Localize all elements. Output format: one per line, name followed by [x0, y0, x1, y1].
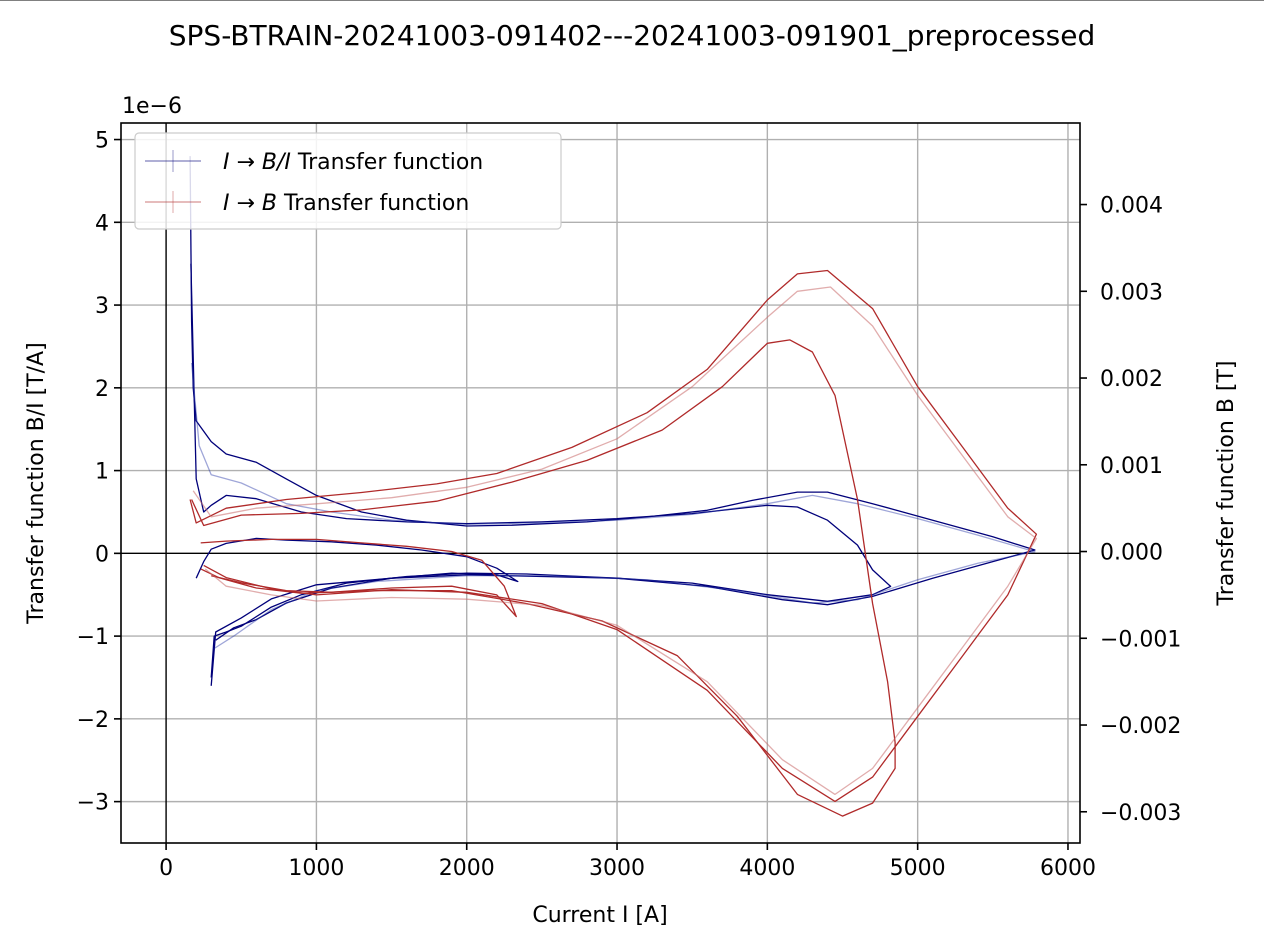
series-line-4: [189, 269, 1038, 803]
axes: 0 1000 2000 3000 4000 5000 6000 −3 −2 −1 0 1 2 3 4 5 −0.…: [77, 122, 1181, 881]
y2-tick-label: 0.004: [1100, 194, 1163, 219]
chart-title: SPS-BTRAIN-20241003-091402---20241003-09…: [169, 19, 1095, 52]
y-tick-label: −1: [77, 625, 109, 650]
legend-box: [134, 132, 562, 230]
grid: [121, 123, 1080, 843]
series-line-5: [191, 339, 896, 817]
series-line-3: [190, 362, 1036, 650]
series-line-2: [195, 537, 519, 641]
y-axis-label: Transfer function B/I [T/A]: [24, 342, 49, 624]
y-tick-label: −2: [77, 708, 109, 733]
y-tick-label: 2: [95, 377, 109, 402]
x-axis-label: Current I [A]: [532, 903, 667, 928]
y-offset-text: 1e−6: [122, 94, 182, 119]
y-tick-label: 3: [95, 294, 109, 319]
y2-tick-label: −0.002: [1100, 714, 1181, 739]
x-tick-label: 1000: [288, 856, 344, 881]
series-line-7: [192, 286, 1038, 796]
y-tick-label: 5: [95, 129, 109, 154]
y2-tick-label: −0.001: [1100, 627, 1181, 652]
x-tick-label: 3000: [589, 856, 645, 881]
y-tick-label: 1: [95, 460, 109, 485]
legend-entry-1: I → B Transfer function: [223, 191, 469, 216]
y2-tick-label: 0.002: [1100, 367, 1163, 392]
y-tick-label: 4: [95, 211, 109, 236]
y-tick-label: 0: [95, 542, 109, 567]
y2-tick-label: 0.000: [1100, 541, 1163, 566]
y2-tick-label: 0.001: [1100, 454, 1163, 479]
x-tick-label: 6000: [1040, 856, 1096, 881]
legend: I → B/I Transfer function I → B Transfer …: [134, 132, 562, 230]
y2-tick-label: −0.003: [1100, 801, 1181, 826]
x-tick-label: 2000: [439, 856, 495, 881]
legend-entry-0: I → B/I Transfer function: [223, 150, 483, 175]
series-line-6: [200, 538, 517, 618]
y2-tick-label: 0.003: [1100, 280, 1163, 305]
x-tick-label: 4000: [739, 856, 795, 881]
y2-axis-label: Transfer function B [T]: [1214, 360, 1239, 606]
x-tick-label: 5000: [890, 856, 946, 881]
y-tick-label: −3: [77, 791, 109, 816]
plot-frame: [120, 122, 1081, 844]
series-layer: [189, 156, 1038, 817]
x-tick-label: 0: [159, 856, 173, 881]
